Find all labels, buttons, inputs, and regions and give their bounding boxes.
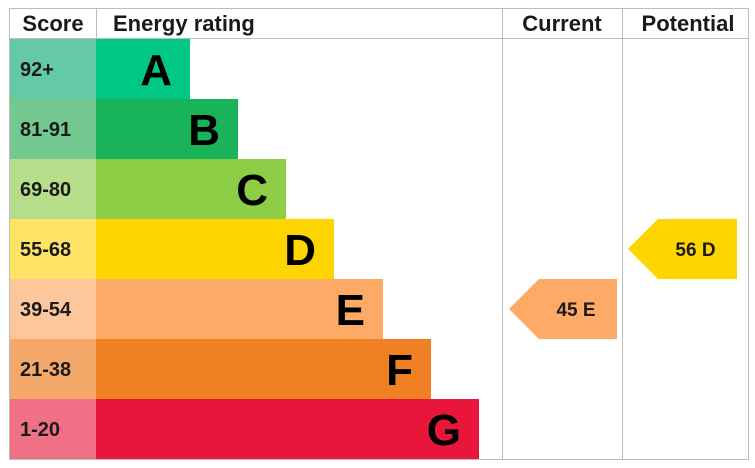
band-letter-e: E (336, 286, 365, 335)
band-bar-e (96, 279, 383, 339)
chart-frame (9, 8, 749, 460)
score-range-c: 69-80 (20, 179, 71, 201)
score-cell-g (10, 399, 96, 459)
band-bar-b (96, 99, 238, 159)
rating-bands: 92+ A 81-91 B 69-80 C 55-68 D 39-54 E 21-38 F 1-20 G (10, 39, 479, 459)
score-cell-e (10, 279, 96, 339)
score-range-g: 1-20 (20, 419, 60, 441)
band-letter-a: A (140, 46, 172, 95)
band-letter-g: G (427, 406, 461, 455)
current-header: Current (522, 11, 602, 36)
band-bar-f (96, 339, 431, 399)
current-rating-label: 45 E (556, 300, 595, 321)
score-header: Score (22, 11, 83, 36)
score-range-b: 81-91 (20, 119, 71, 141)
score-cell-d (10, 219, 96, 279)
score-cell-f (10, 339, 96, 399)
band-letter-f: F (386, 346, 413, 395)
rating-indicators: 45 E 56 D (509, 219, 737, 339)
score-range-e: 39-54 (20, 299, 72, 321)
band-letter-d: D (284, 226, 316, 275)
current-rating-arrow (509, 279, 617, 339)
score-range-f: 21-38 (20, 359, 71, 381)
band-bar-g (96, 399, 479, 459)
band-letter-c: C (236, 166, 268, 215)
score-range-a: 92+ (20, 59, 54, 81)
score-range-d: 55-68 (20, 239, 71, 261)
score-cell-a (10, 39, 96, 99)
potential-rating-arrow (628, 219, 737, 279)
band-bar-a (96, 39, 190, 99)
band-letter-b: B (188, 106, 220, 155)
potential-rating-label: 56 D (675, 240, 715, 261)
potential-header: Potential (642, 11, 735, 36)
score-cell-b (10, 99, 96, 159)
band-bar-c (96, 159, 286, 219)
energy-rating-header: Energy rating (113, 11, 255, 36)
band-bar-d (96, 219, 334, 279)
score-cell-c (10, 159, 96, 219)
